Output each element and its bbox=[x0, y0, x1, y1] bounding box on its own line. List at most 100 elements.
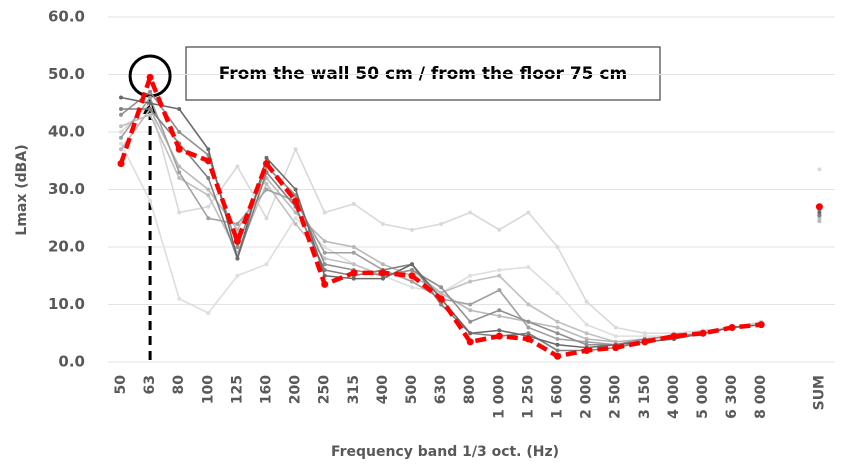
point bbox=[439, 222, 444, 226]
point bbox=[322, 256, 327, 261]
x-tick-label: 1 000 bbox=[491, 375, 507, 419]
point bbox=[264, 187, 269, 192]
point bbox=[206, 216, 211, 221]
point bbox=[264, 181, 269, 186]
x-tick-label: 1 250 bbox=[520, 375, 536, 419]
x-tick-label: 400 bbox=[375, 375, 391, 404]
x-tick-label: 5 000 bbox=[695, 375, 711, 419]
point bbox=[526, 319, 531, 324]
point bbox=[497, 288, 502, 293]
point bbox=[177, 210, 182, 215]
point bbox=[177, 130, 182, 134]
point bbox=[497, 227, 502, 232]
x-tick-label: 630 bbox=[433, 375, 449, 404]
point bbox=[728, 324, 736, 331]
point bbox=[699, 329, 707, 337]
point bbox=[613, 339, 618, 344]
point bbox=[235, 164, 240, 169]
annotation-box bbox=[185, 46, 661, 101]
point bbox=[815, 203, 823, 211]
point bbox=[321, 280, 329, 288]
point bbox=[410, 227, 414, 232]
y-tick-label: 0.0 bbox=[58, 353, 85, 371]
point bbox=[351, 262, 356, 267]
point bbox=[642, 334, 647, 339]
point bbox=[468, 308, 473, 313]
point bbox=[468, 319, 473, 324]
x-tick-label: 63 bbox=[142, 375, 158, 394]
point bbox=[351, 245, 356, 249]
y-tick-label: 20.0 bbox=[48, 238, 85, 256]
point bbox=[526, 331, 531, 336]
point bbox=[264, 176, 269, 180]
point bbox=[206, 204, 211, 209]
point bbox=[757, 321, 765, 329]
point bbox=[119, 112, 123, 117]
point bbox=[584, 299, 589, 304]
x-tick-label: 1 600 bbox=[550, 375, 566, 419]
point bbox=[555, 348, 560, 353]
point bbox=[293, 216, 298, 221]
point bbox=[555, 342, 560, 347]
point bbox=[526, 210, 531, 215]
point bbox=[204, 157, 212, 165]
point bbox=[119, 141, 123, 146]
point bbox=[206, 153, 211, 157]
point bbox=[497, 308, 502, 313]
x-tick-label: 50 bbox=[113, 375, 129, 395]
point bbox=[350, 269, 358, 277]
point bbox=[380, 276, 385, 281]
series-line bbox=[121, 98, 819, 345]
point bbox=[206, 311, 211, 316]
point bbox=[263, 160, 270, 168]
y-axis-label: Lmax (dBA) bbox=[14, 144, 30, 235]
y-tick-label: 60.0 bbox=[48, 8, 85, 26]
point bbox=[439, 285, 444, 290]
x-tick-label: 160 bbox=[259, 375, 275, 404]
y-tick-label: 40.0 bbox=[48, 123, 85, 141]
point bbox=[468, 273, 473, 278]
x-tick-label: 125 bbox=[229, 375, 245, 404]
point bbox=[322, 245, 327, 249]
x-tick-label: 500 bbox=[404, 375, 420, 404]
point bbox=[495, 332, 503, 340]
x-tick-label: 2 500 bbox=[608, 375, 624, 419]
point bbox=[119, 124, 123, 129]
point bbox=[408, 272, 416, 280]
point bbox=[439, 302, 444, 307]
point bbox=[583, 347, 591, 354]
point bbox=[177, 176, 182, 180]
point bbox=[817, 216, 822, 221]
point bbox=[235, 245, 240, 249]
point bbox=[177, 296, 182, 301]
point bbox=[642, 331, 647, 336]
y-tick-label: 10.0 bbox=[48, 295, 85, 313]
point bbox=[148, 101, 153, 106]
point bbox=[351, 276, 356, 281]
point bbox=[670, 332, 678, 340]
point bbox=[497, 273, 502, 278]
point bbox=[468, 279, 473, 284]
point bbox=[235, 273, 240, 278]
point bbox=[468, 331, 473, 336]
x-tick-label: 3 150 bbox=[637, 375, 653, 419]
point bbox=[497, 328, 502, 333]
point bbox=[555, 291, 560, 295]
point bbox=[554, 352, 561, 360]
point bbox=[584, 339, 589, 344]
point bbox=[177, 170, 182, 175]
point bbox=[526, 325, 531, 330]
point bbox=[177, 107, 182, 111]
point bbox=[555, 245, 560, 249]
point bbox=[555, 325, 560, 330]
point bbox=[235, 256, 240, 261]
point bbox=[146, 73, 154, 81]
point bbox=[351, 250, 356, 255]
point bbox=[497, 268, 502, 272]
point bbox=[380, 262, 385, 267]
point bbox=[439, 291, 444, 295]
point bbox=[526, 265, 531, 270]
point bbox=[613, 325, 618, 330]
x-axis-label: Frequency band 1/3 oct. (Hz) bbox=[331, 444, 559, 460]
series-line bbox=[121, 92, 819, 345]
